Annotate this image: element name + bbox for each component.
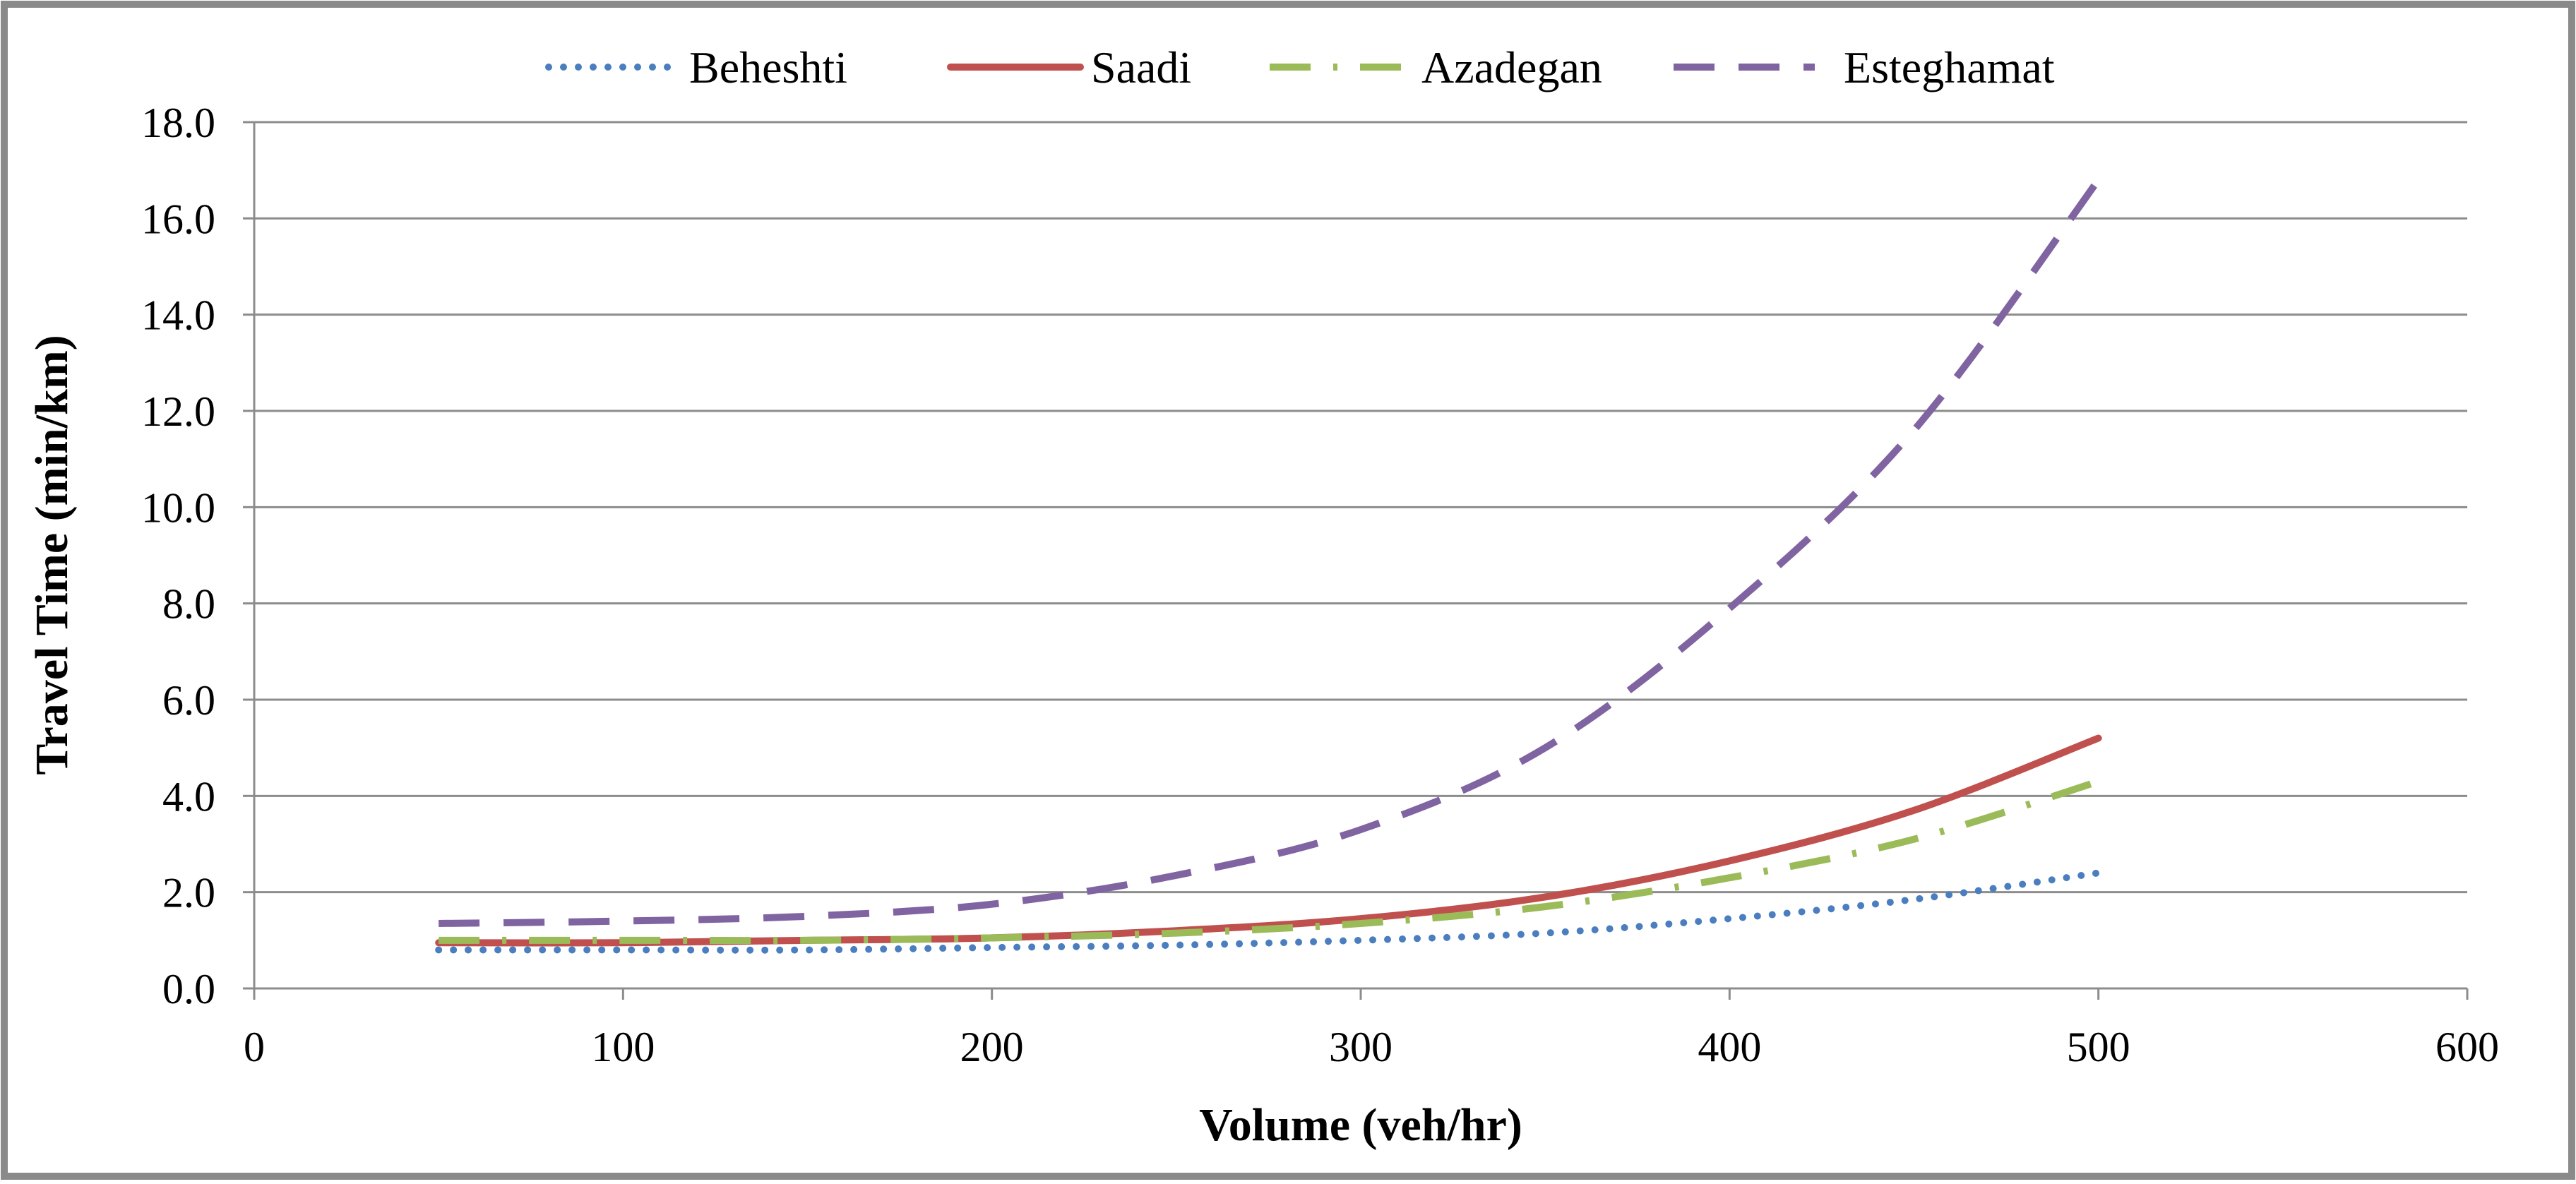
y-tick-label: 16.0	[141, 196, 215, 242]
y-tick-label: 8.0	[162, 581, 215, 628]
grid-layer	[243, 121, 2469, 1000]
x-tick-labels: 0 100 200 300 400 500 600	[244, 1024, 2499, 1070]
y-tick-label: 6.0	[162, 677, 215, 724]
x-axis-title: Volume (veh/hr)	[1199, 1099, 1522, 1151]
x-tick-label: 100	[591, 1024, 655, 1070]
x-tick-label: 400	[1698, 1024, 1761, 1070]
y-tick-label: 14.0	[141, 292, 215, 339]
x-tick-label: 500	[2067, 1024, 2130, 1070]
y-tick-label: 2.0	[162, 870, 215, 916]
series-line-azadegan	[439, 778, 2100, 945]
y-tick-label: 12.0	[141, 388, 215, 435]
x-tick-label: 600	[2435, 1024, 2499, 1070]
y-tick-label: 0.0	[162, 966, 215, 1012]
x-tick-label: 0	[244, 1024, 265, 1070]
x-tick-label: 300	[1329, 1024, 1393, 1070]
y-tick-label: 18.0	[141, 100, 215, 146]
y-tick-label: 10.0	[141, 484, 215, 531]
legend-label-azadegan: Azadegan	[1421, 42, 1602, 92]
axis-layer	[253, 122, 2467, 990]
legend-label-esteghamat: Esteghamat	[1844, 42, 2055, 92]
series-line-esteghamat	[439, 177, 2101, 927]
series-layer	[435, 177, 2102, 954]
legend-label-beheshti: Beheshti	[689, 42, 847, 92]
y-axis-title: Travel Time (min/km)	[26, 335, 78, 775]
y-tick-labels: 0.0 2.0 4.0 6.0 8.0 10.0 12.0 14.0 16.0 18.0	[141, 100, 215, 1012]
legend: Beheshti Saadi Azadegan Esteghamat	[545, 42, 2055, 92]
legend-label-saadi: Saadi	[1091, 42, 1191, 92]
x-tick-label: 200	[960, 1024, 1024, 1070]
series-line-beheshti	[435, 869, 2102, 954]
y-tick-label: 4.0	[162, 773, 215, 820]
